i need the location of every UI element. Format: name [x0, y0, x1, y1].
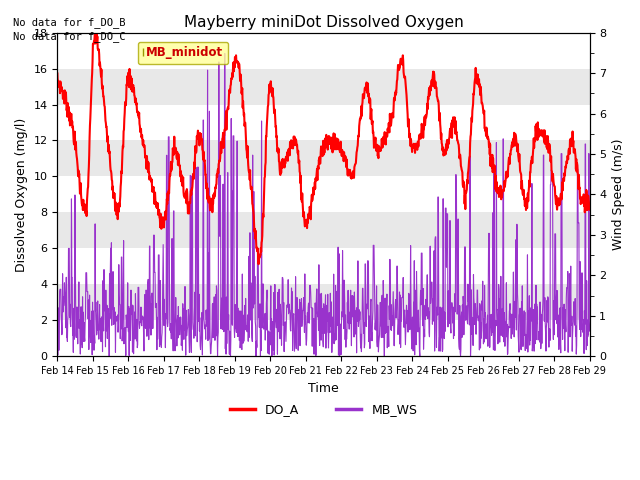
- DO_A: [524, 205, 531, 211]
- MB_WS: [221, 51, 228, 57]
- DO_A: [54, 71, 61, 76]
- Bar: [58, 213, 589, 249]
- MB_WS: [252, 353, 260, 359]
- MB_WS: [476, 303, 484, 309]
- DO_A: [232, 59, 239, 64]
- DO_A: [93, 31, 100, 37]
- Bar: [58, 284, 589, 320]
- Y-axis label: Wind Speed (m/s): Wind Speed (m/s): [612, 139, 625, 250]
- Bar: [58, 69, 589, 105]
- Bar: [58, 141, 589, 177]
- MB_WS: [407, 243, 415, 249]
- Bar: [58, 33, 589, 69]
- MB_WS: [232, 325, 239, 331]
- MB_WS: [586, 328, 593, 334]
- Bar: [58, 177, 589, 213]
- DO_A: [172, 147, 180, 153]
- Bar: [58, 213, 589, 249]
- DO_A: [159, 216, 167, 222]
- Bar: [58, 284, 589, 320]
- Line: MB_WS: MB_WS: [58, 54, 589, 356]
- DO_A: [476, 92, 484, 98]
- MB_WS: [159, 279, 166, 285]
- Bar: [58, 105, 589, 141]
- Title: Mayberry miniDot Dissolved Oxygen: Mayberry miniDot Dissolved Oxygen: [184, 15, 463, 30]
- Bar: [58, 69, 589, 105]
- Bar: [58, 69, 589, 105]
- Bar: [58, 141, 589, 177]
- Bar: [58, 141, 589, 177]
- X-axis label: Time: Time: [308, 382, 339, 395]
- Bar: [58, 249, 589, 284]
- Y-axis label: Dissolved Oxygen (mg/l): Dissolved Oxygen (mg/l): [15, 117, 28, 272]
- Text: No data for f_DO_C: No data for f_DO_C: [13, 31, 125, 42]
- MB_WS: [54, 332, 61, 337]
- DO_A: [586, 204, 593, 210]
- MB_WS: [172, 295, 180, 300]
- Bar: [58, 320, 589, 356]
- MB_WS: [524, 315, 531, 321]
- Text: No data for f_DO_B: No data for f_DO_B: [13, 17, 125, 28]
- Line: DO_A: DO_A: [58, 34, 589, 264]
- DO_A: [255, 261, 262, 267]
- DO_A: [407, 143, 415, 149]
- Legend: DO_A, MB_WS: DO_A, MB_WS: [225, 398, 422, 421]
